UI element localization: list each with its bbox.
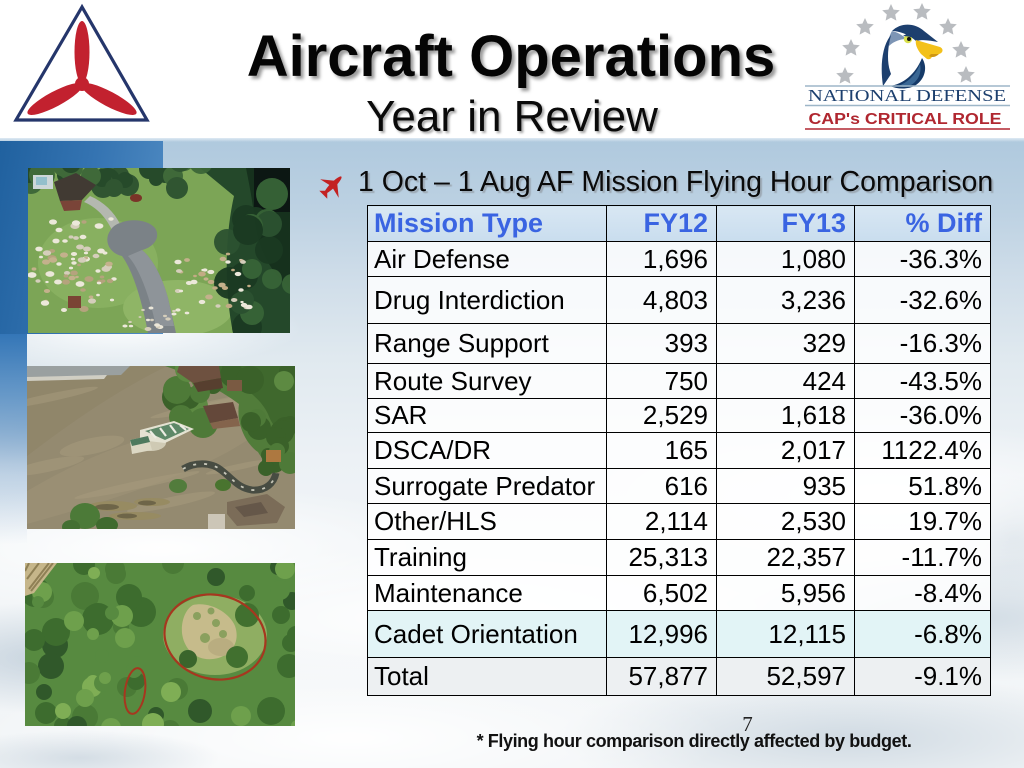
- svg-text:NATIONAL DEFENSE: NATIONAL DEFENSE: [808, 86, 1006, 105]
- svg-text:CAP's CRITICAL ROLE: CAP's CRITICAL ROLE: [809, 111, 1002, 128]
